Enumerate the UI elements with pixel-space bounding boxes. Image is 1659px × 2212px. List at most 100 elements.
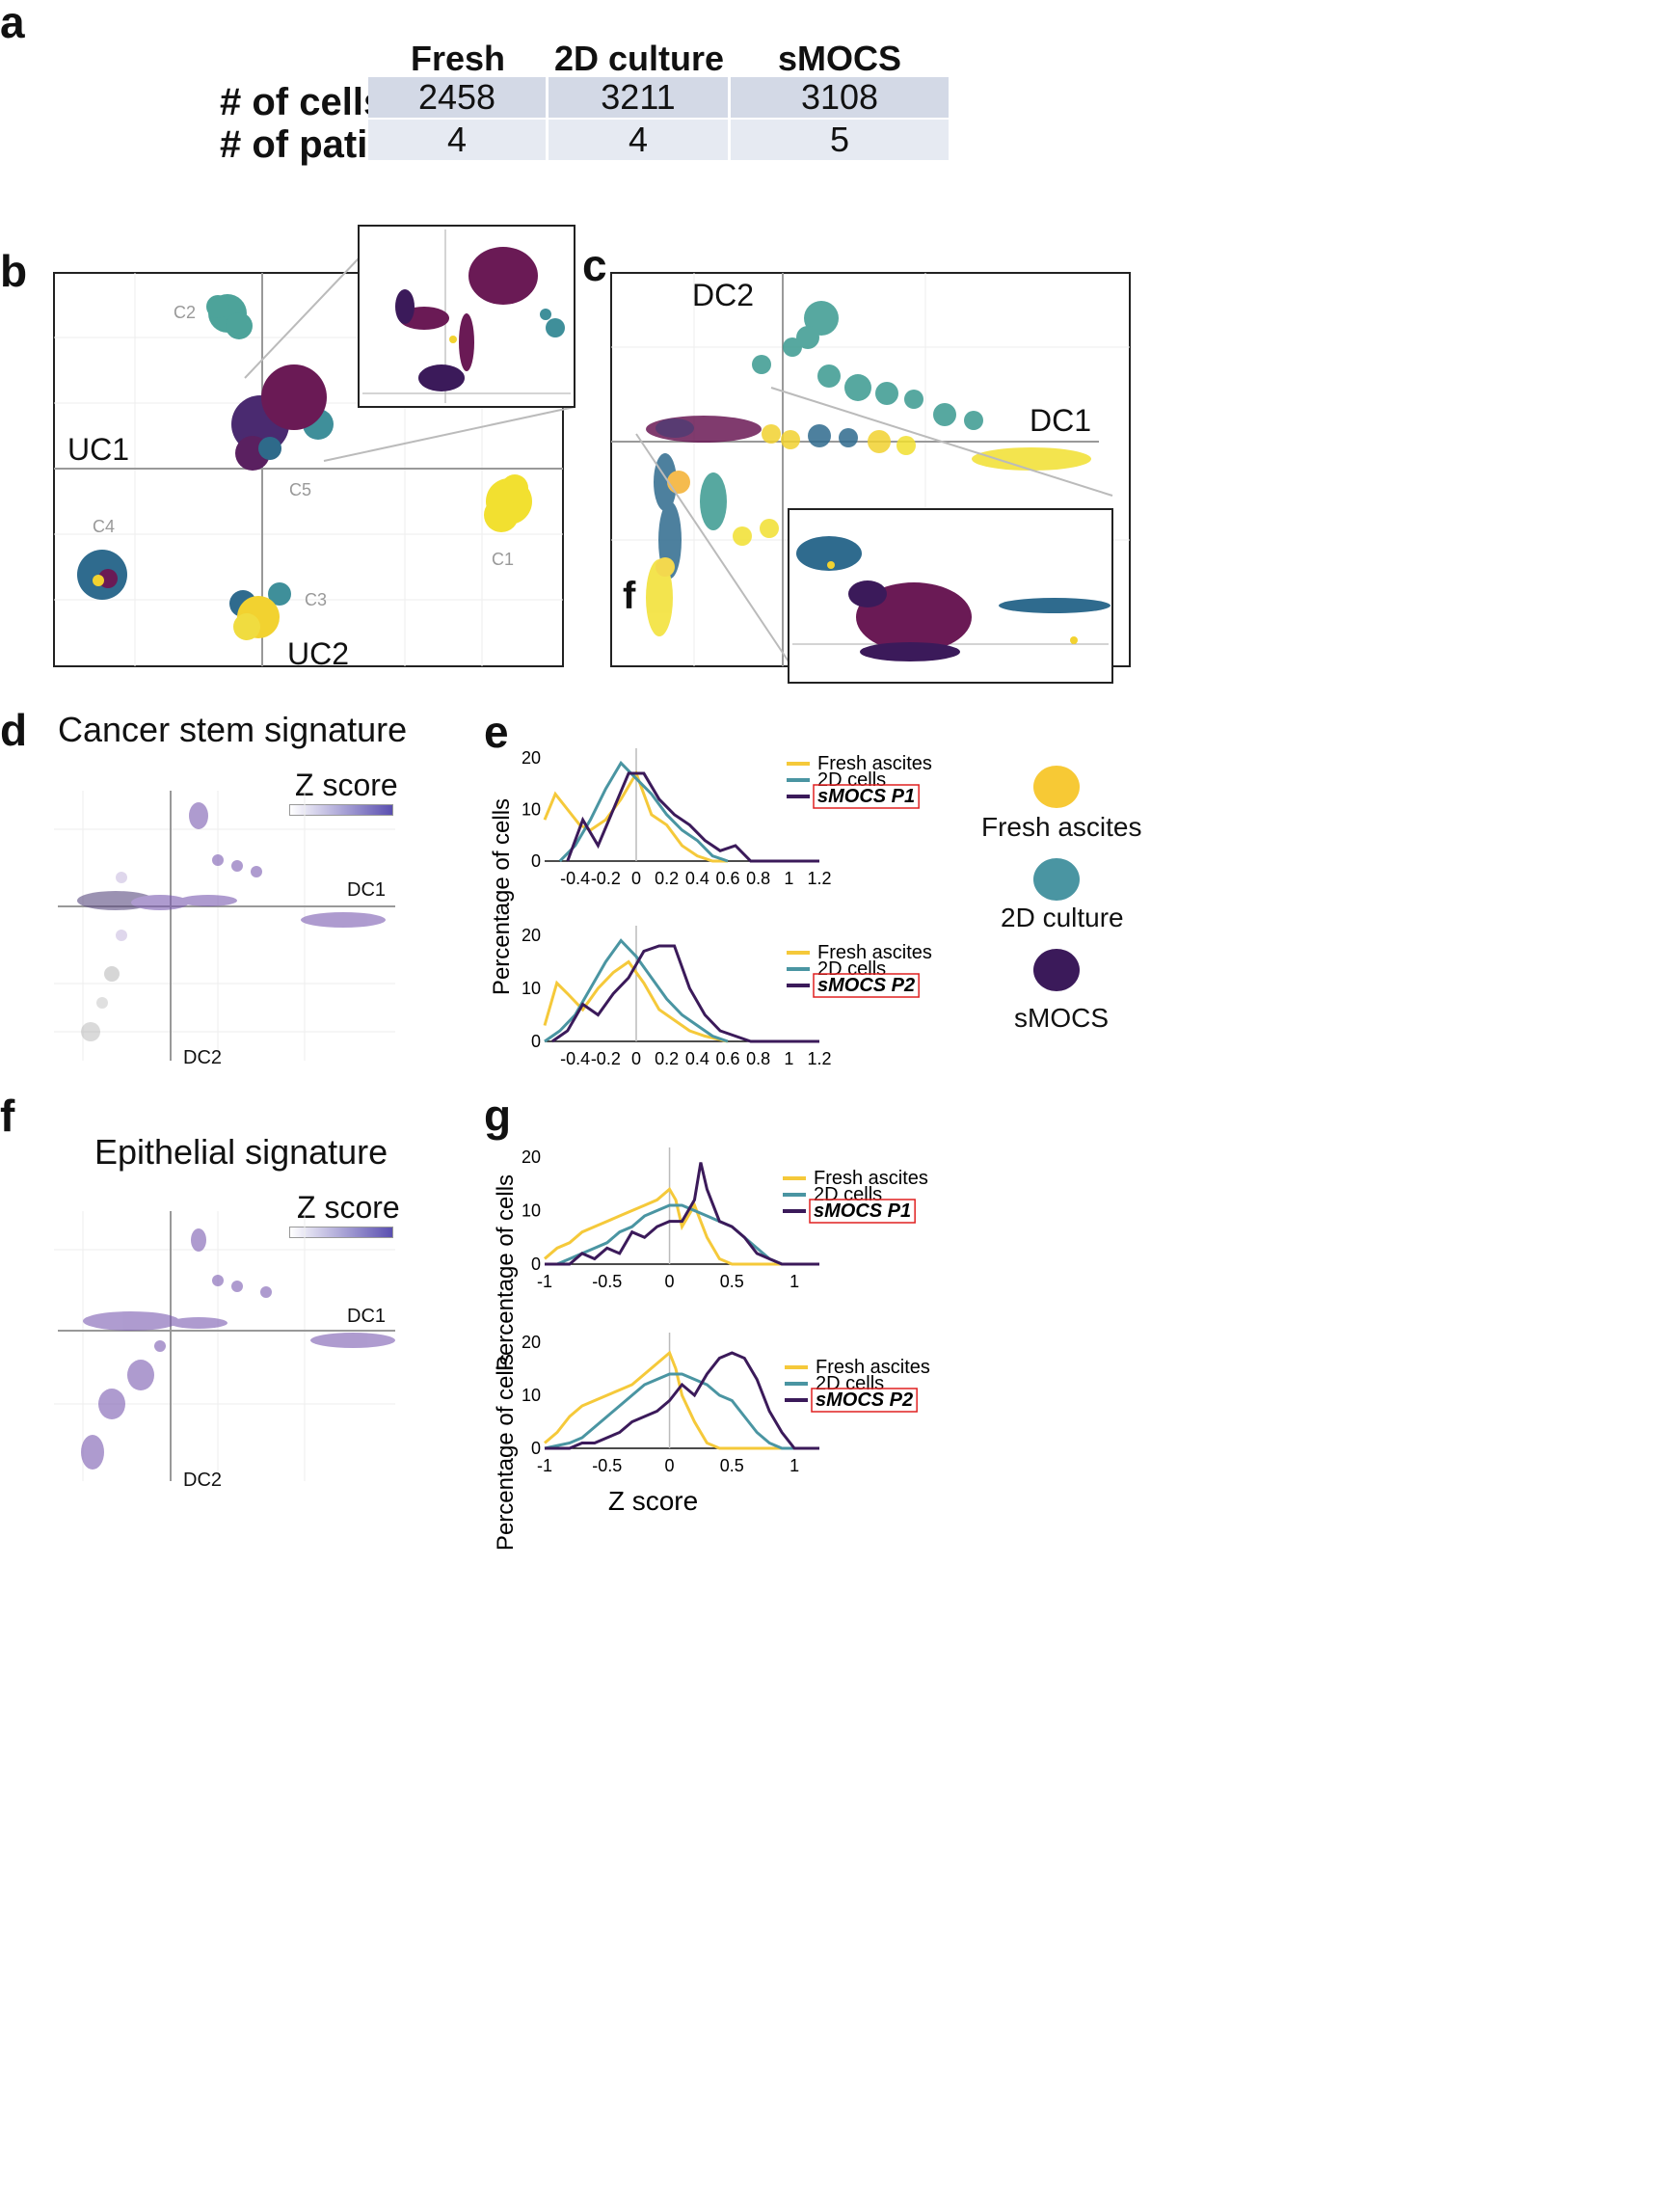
axis-label-uc1: UC1 (67, 432, 130, 467)
cluster-c1 (484, 474, 532, 532)
x-tick-label: -0.5 (592, 1456, 622, 1475)
inset-label-f: f (623, 575, 636, 617)
legend-label-2d: 2D culture (1001, 903, 1124, 932)
panel-d-axis-dc1: DC1 (347, 879, 387, 901)
legend-highlight-box (813, 784, 920, 809)
x-tick-label: 1 (789, 1456, 799, 1475)
panel-label-g: g (484, 1091, 512, 1141)
x-tick-label: 0 (665, 1456, 675, 1475)
x-tick-label: -0.2 (591, 1049, 621, 1068)
x-tick-label: 0.8 (746, 1049, 770, 1068)
series-line-smocs-p2 (545, 1351, 819, 1450)
legend-highlight-box (809, 1199, 916, 1224)
x-tick-label: 0.4 (685, 1049, 709, 1068)
x-tick-label: 0.6 (715, 1049, 739, 1068)
y-tick-label: 0 (531, 1254, 541, 1274)
table-cell: 2458 (368, 77, 546, 118)
table-header-2d: 2D culture (553, 39, 725, 78)
panel-f-scatter (54, 1211, 395, 1481)
x-tick-label: 0 (631, 869, 641, 888)
x-tick-label: 0.4 (685, 869, 709, 888)
series-line-2d-cells (558, 760, 729, 863)
x-tick-label: 0.2 (655, 869, 679, 888)
legend-label: Fresh ascites (816, 1357, 930, 1378)
x-tick-label: 0.5 (720, 1456, 744, 1475)
series-line-smocs-p1 (566, 771, 819, 863)
axis-label-dc1: DC1 (1030, 403, 1092, 438)
legend-label: sMOCS P1 (817, 786, 915, 807)
x-tick-label: 0.2 (655, 1049, 679, 1068)
cluster-c4 (77, 550, 127, 600)
legend-label: sMOCS P1 (814, 1200, 911, 1222)
table-cell: 3108 (731, 77, 949, 118)
cluster-label-c1: C1 (492, 550, 515, 569)
x-tick-label: 0 (665, 1272, 675, 1291)
panel-f-axis-dc1: DC1 (347, 1306, 387, 1327)
series-line-smocs-p2 (551, 944, 819, 1043)
x-tick-label: 1 (784, 1049, 793, 1068)
x-tick-label: -0.2 (591, 869, 621, 888)
y-tick-label: 10 (522, 1201, 541, 1221)
x-tick-label: -0.4 (560, 869, 590, 888)
x-tick-label: -1 (537, 1272, 552, 1291)
x-tick-label: -1 (537, 1456, 552, 1475)
cluster-label-c4: C4 (93, 517, 116, 536)
panel-f-zscore-bar (289, 1227, 393, 1238)
table-cell: 4 (368, 120, 546, 160)
legend-highlight-box (811, 1388, 918, 1413)
legend-label: Fresh ascites (817, 942, 932, 963)
series-line-fresh-ascites (544, 1186, 795, 1266)
y-tick-label: 0 (531, 1439, 541, 1458)
table-header-smocs: sMOCS (777, 39, 902, 78)
y-axis-label: Percentage of cells (489, 798, 515, 995)
y-tick-label: 0 (531, 851, 541, 871)
x-tick-label: 0.6 (715, 869, 739, 888)
series-line-fresh-ascites (543, 959, 729, 1043)
series-line-2d-cells (544, 1372, 795, 1450)
cluster-c3 (229, 582, 291, 640)
y-tick-label: 10 (522, 979, 541, 998)
panel-d-zscore-label: Z score (295, 768, 398, 802)
series-line-2d-cells (545, 1203, 795, 1266)
x-tick-label: 1.2 (807, 869, 831, 888)
x-tick-label: 0.8 (746, 869, 770, 888)
x-tick-label: -0.5 (592, 1272, 622, 1291)
legend-swatch-smocs (1033, 949, 1080, 991)
series-line-smocs-p1 (545, 1162, 819, 1266)
x-tick-label: 0 (631, 1049, 641, 1068)
y-axis-label: Percentage of cells (493, 1174, 519, 1371)
table-cell: 4 (549, 120, 728, 160)
x-tick-label: 1 (784, 869, 793, 888)
scatter-panels-bc (53, 225, 1131, 684)
panel-label-b: b (0, 246, 28, 296)
axis-label-uc2: UC2 (287, 636, 350, 671)
y-tick-label: 20 (522, 1147, 541, 1167)
table-cell: 3211 (549, 77, 728, 118)
legend-label: Fresh ascites (817, 753, 932, 774)
panel-f-title: Epithelial signature (94, 1132, 388, 1172)
y-tick-label: 20 (522, 748, 541, 768)
y-tick-label: 0 (531, 1032, 541, 1051)
legend-label: sMOCS P2 (816, 1389, 913, 1411)
y-tick-label: 10 (522, 1386, 541, 1405)
y-axis-label: Percentage of cells (493, 1354, 519, 1551)
panel-label-d: d (0, 705, 28, 755)
legend-label-fresh: Fresh ascites (981, 812, 1142, 842)
panel-label-a: a (0, 0, 25, 47)
legend-label: Fresh ascites (814, 1168, 928, 1189)
cluster-label-c2: C2 (174, 303, 197, 322)
panel-f-axis-dc2: DC2 (183, 1470, 223, 1491)
panel-d-scatter (54, 791, 395, 1061)
table-row-label-cells: # of cells (220, 81, 386, 123)
legend-highlight-box (813, 973, 920, 998)
cluster-c5 (231, 364, 334, 471)
cluster-label-c3: C3 (305, 590, 328, 609)
legend-swatch-2d (1033, 858, 1080, 901)
panel-d-axis-dc2: DC2 (183, 1047, 223, 1068)
legend-swatch-fresh (1033, 766, 1080, 808)
y-tick-label: 20 (522, 926, 541, 945)
panel-label-e: e (484, 707, 509, 757)
x-tick-label: -0.4 (560, 1049, 590, 1068)
panel-d-title: Cancer stem signature (58, 710, 408, 749)
